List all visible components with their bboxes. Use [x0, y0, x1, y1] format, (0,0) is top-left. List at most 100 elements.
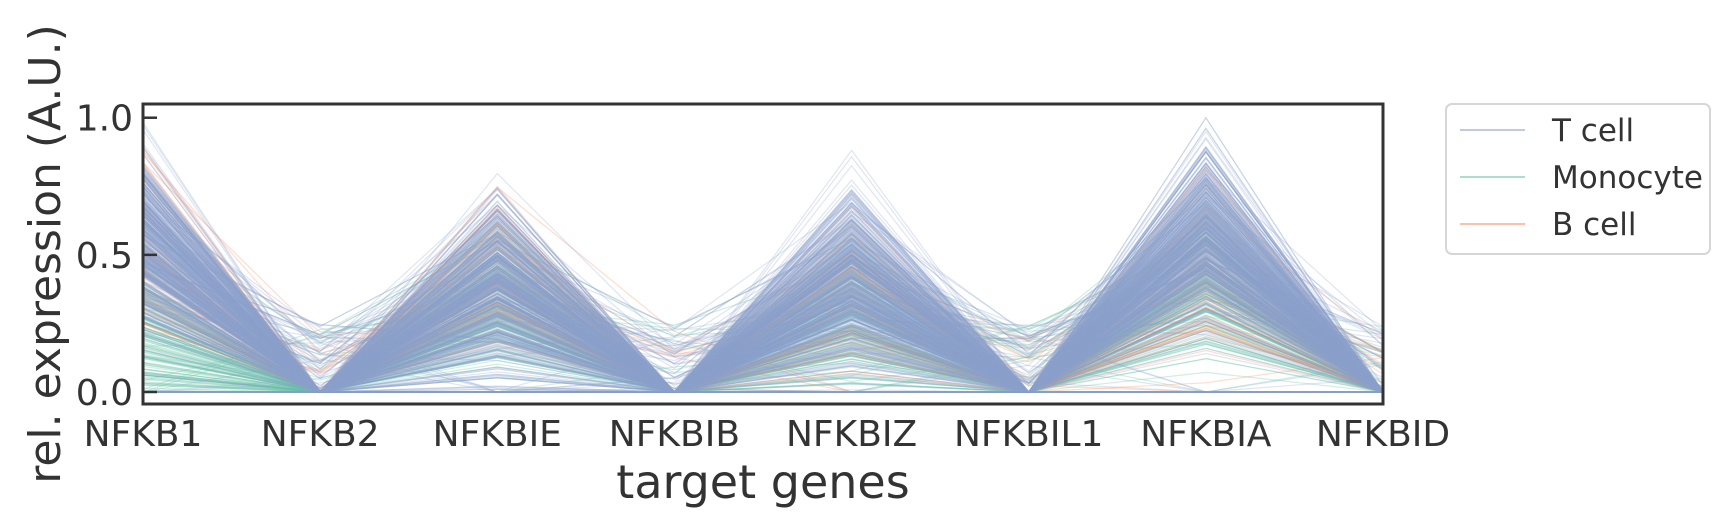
- series-line-b-cell: [142, 249, 1384, 393]
- series-line-t-cell: [142, 229, 1384, 393]
- series-line-t-cell: [142, 233, 1384, 393]
- series-line-monocyte: [142, 281, 1384, 393]
- series-line-t-cell: [142, 237, 1384, 393]
- series-line-t-cell: [142, 212, 1384, 393]
- series-line-monocyte: [142, 278, 1384, 393]
- series-line-t-cell: [142, 224, 1384, 393]
- series-line-t-cell: [142, 219, 1384, 393]
- series-line-t-cell: [142, 270, 1384, 393]
- series-line-t-cell: [142, 143, 1384, 393]
- series-line-monocyte: [142, 290, 1384, 393]
- series-line-t-cell: [142, 116, 1384, 393]
- series-line-monocyte: [142, 275, 1384, 393]
- x-tick-label: NFKBIL1: [954, 414, 1104, 455]
- series-line-monocyte: [143, 239, 1384, 393]
- series-line-b-cell: [142, 173, 1383, 393]
- series-line-t-cell: [142, 228, 1384, 393]
- series-line-monocyte: [143, 284, 1384, 393]
- series-line-t-cell: [142, 219, 1384, 393]
- series-line-b-cell: [142, 151, 1384, 393]
- series-line-b-cell: [142, 205, 1384, 393]
- series-line-monocyte: [142, 242, 1384, 393]
- series-line-t-cell: [142, 191, 1384, 393]
- series-line-t-cell: [142, 232, 1384, 393]
- series-line-t-cell: [142, 188, 1384, 393]
- series-line-t-cell: [142, 177, 1384, 393]
- series-line-t-cell: [142, 215, 1384, 393]
- series-line-monocyte: [142, 281, 1384, 393]
- series-line-b-cell: [142, 220, 1384, 393]
- series-line-t-cell: [142, 147, 1384, 393]
- series-line-t-cell: [142, 258, 1384, 393]
- series-line-t-cell: [142, 192, 1384, 393]
- series-line-monocyte: [142, 257, 1384, 393]
- series-line-t-cell: [142, 219, 1384, 393]
- series-line-monocyte: [142, 263, 1384, 393]
- series-line-t-cell: [142, 150, 1384, 393]
- series-line-t-cell: [142, 231, 1384, 393]
- series-line-t-cell: [142, 184, 1384, 393]
- series-line-monocyte: [142, 251, 1384, 393]
- series-line-t-cell: [142, 178, 1384, 393]
- series-line-monocyte: [142, 222, 1384, 393]
- series-line-monocyte: [142, 252, 1384, 393]
- series-line-b-cell: [142, 167, 1384, 393]
- series-line-monocyte: [142, 264, 1384, 393]
- series-line-t-cell: [142, 212, 1384, 393]
- series-line-t-cell: [142, 213, 1384, 393]
- series-line-t-cell: [142, 194, 1384, 393]
- series-line-t-cell: [142, 200, 1384, 393]
- series-line-t-cell: [143, 158, 1384, 393]
- series-line-t-cell: [142, 210, 1384, 393]
- series-line-monocyte: [142, 270, 1384, 393]
- series-line-t-cell: [142, 249, 1384, 393]
- series-line-t-cell: [142, 204, 1384, 393]
- series-line-t-cell: [142, 182, 1384, 393]
- series-line-b-cell: [142, 231, 1384, 393]
- series-line-t-cell: [142, 174, 1384, 393]
- series-line-t-cell: [142, 187, 1384, 393]
- series-line-monocyte: [142, 256, 1384, 393]
- series-line-monocyte: [142, 283, 1384, 393]
- series-line-t-cell: [142, 247, 1384, 393]
- series-line-monocyte: [142, 272, 1384, 393]
- series-line-t-cell: [142, 187, 1384, 393]
- series-line-monocyte: [142, 260, 1384, 393]
- series-line-monocyte: [142, 232, 1384, 393]
- series-line-t-cell: [142, 212, 1384, 393]
- series-line-t-cell: [143, 216, 1384, 393]
- series-line-monocyte: [142, 303, 1383, 393]
- series-line-t-cell: [142, 218, 1384, 393]
- series-line-t-cell: [142, 199, 1384, 393]
- series-line-t-cell: [142, 228, 1384, 393]
- series-line-t-cell: [142, 166, 1384, 393]
- series-line-t-cell: [142, 251, 1384, 393]
- y-axis: 0.0 0.5 1.0: [76, 99, 157, 414]
- series-line-t-cell: [142, 156, 1384, 393]
- series-line-monocyte: [142, 300, 1384, 393]
- series-line-b-cell: [142, 187, 1384, 393]
- series-line-t-cell: [142, 190, 1384, 393]
- series-line-monocyte: [142, 285, 1383, 393]
- series-line-t-cell: [142, 227, 1383, 393]
- series-line-t-cell: [142, 230, 1384, 393]
- series-line-t-cell: [142, 223, 1384, 393]
- series-line-t-cell: [142, 214, 1384, 393]
- series-line-t-cell: [142, 212, 1384, 393]
- series-line-monocyte: [142, 289, 1384, 393]
- series-line-t-cell: [142, 220, 1384, 393]
- series-line-t-cell: [142, 202, 1384, 393]
- series-line-t-cell: [142, 206, 1383, 393]
- series-line-monocyte: [142, 266, 1384, 393]
- series-line-t-cell: [142, 196, 1384, 393]
- series-line-t-cell: [142, 215, 1384, 393]
- series-line-t-cell: [142, 209, 1384, 393]
- series-line-t-cell: [142, 251, 1383, 393]
- series-line-t-cell: [142, 195, 1384, 393]
- series-line-monocyte: [142, 301, 1384, 393]
- series-line-monocyte: [142, 281, 1384, 393]
- series-line-t-cell: [142, 191, 1383, 393]
- series-line-t-cell: [142, 136, 1384, 393]
- series-line-monocyte: [142, 229, 1384, 393]
- series-line-t-cell: [142, 259, 1384, 393]
